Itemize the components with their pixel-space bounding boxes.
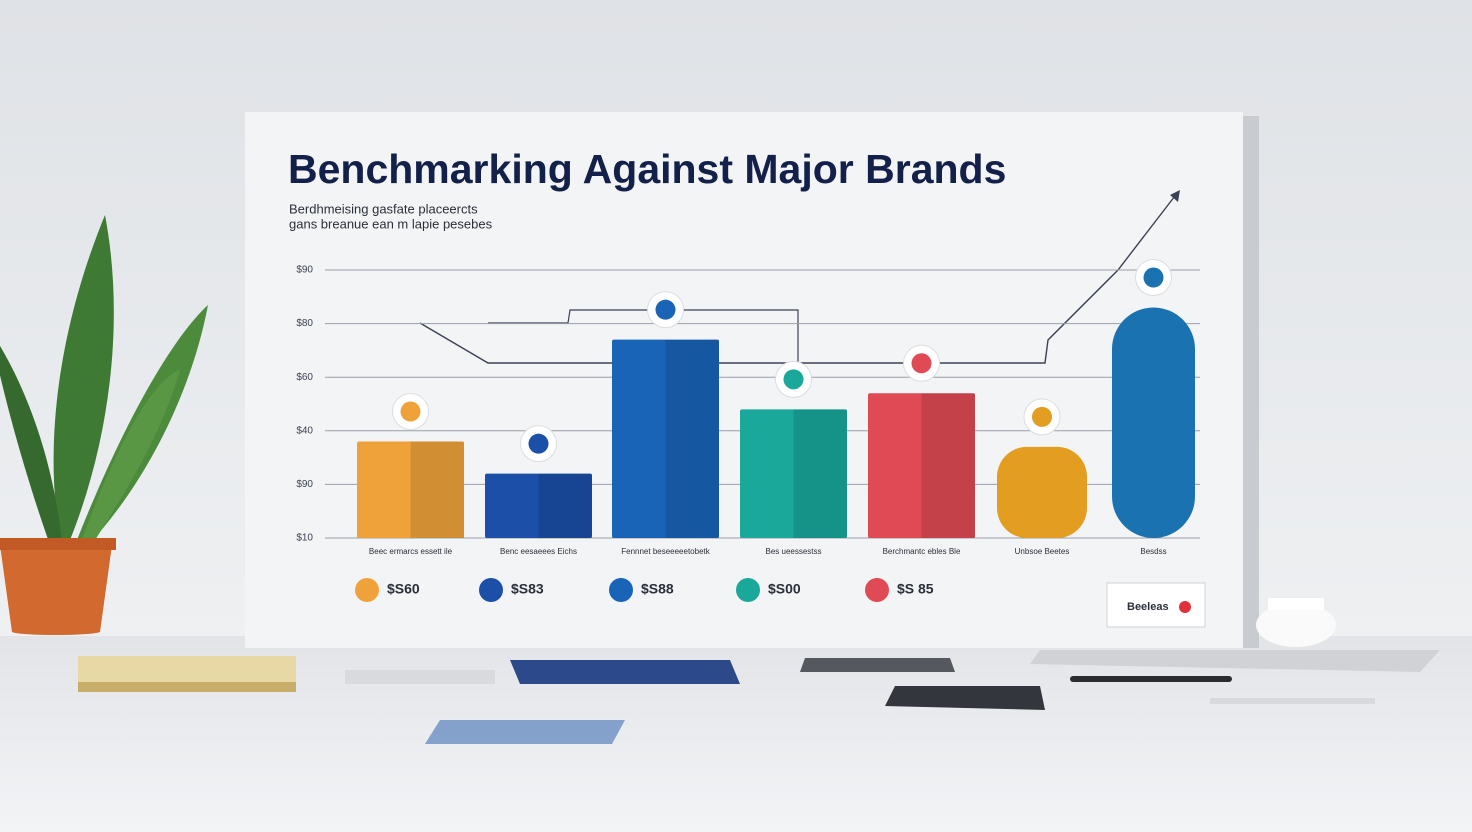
bar-shade	[921, 393, 975, 538]
y-tick-label: $90	[296, 265, 313, 276]
brand-logo	[911, 353, 932, 374]
x-tick-label: Benc eesaeees Eichs	[500, 547, 577, 556]
desk-items	[78, 598, 1440, 744]
bar	[485, 473, 592, 538]
legend-label: Beeleas	[1127, 601, 1169, 613]
chart: $10 $90 $40 $60 $80 $90 Beec ermarcs essett il…	[296, 259, 1200, 602]
chart-title: Benchmarking Against Major Brands	[288, 146, 1006, 192]
price-label: $S 85	[897, 581, 934, 597]
y-tick-label: $10	[296, 533, 313, 544]
brand-logo	[400, 401, 421, 422]
x-tick-label: Unbsoe Beetes	[1015, 547, 1070, 556]
board	[245, 112, 1243, 648]
brand-logo	[655, 299, 676, 320]
legend-dot	[1179, 601, 1191, 613]
subtitle: gans breanue ean m lapie pesebes	[289, 216, 493, 231]
bar	[357, 441, 464, 538]
bar-shade	[538, 473, 592, 538]
price-icon	[609, 578, 633, 602]
price-icon	[736, 578, 760, 602]
price-icon	[479, 578, 503, 602]
brand-logo	[783, 369, 804, 390]
trend-line	[488, 309, 799, 373]
y-tick-label: $90	[296, 479, 313, 490]
brand-logo	[1143, 267, 1164, 288]
bar	[1112, 307, 1195, 538]
bar-shade	[793, 409, 847, 538]
bar-shade	[665, 339, 719, 538]
price-label: $S00	[768, 581, 801, 597]
bar-shade	[410, 441, 464, 538]
arrow-head	[1170, 190, 1180, 202]
bar	[997, 446, 1087, 538]
x-tick-label: Berchmantc ebles Ble	[883, 547, 961, 556]
price-label: $S60	[387, 581, 420, 597]
y-tick-label: $60	[296, 372, 313, 383]
price-icon	[865, 578, 889, 602]
x-tick-label: Beec ermarcs essett ile	[369, 547, 453, 556]
trend-line	[419, 191, 1179, 364]
brand-logo	[528, 433, 549, 454]
y-tick-label: $40	[296, 425, 313, 436]
bar	[612, 339, 719, 538]
y-tick-label: $80	[296, 318, 313, 329]
subtitle: Berdhmeising gasfate placeercts	[289, 201, 478, 216]
price-label: $S88	[641, 581, 674, 597]
bar	[868, 393, 975, 538]
price-icon	[355, 578, 379, 602]
brand-logo	[1032, 406, 1052, 427]
x-tick-label: Bes ueessestss	[765, 547, 821, 556]
price-label: $S83	[511, 581, 544, 597]
plant	[0, 215, 208, 635]
board-edge	[1243, 116, 1259, 648]
x-tick-label: Besdss	[1140, 547, 1166, 556]
x-tick-label: Fennnet beseeeeetobetk	[621, 547, 711, 556]
bar	[740, 409, 847, 538]
